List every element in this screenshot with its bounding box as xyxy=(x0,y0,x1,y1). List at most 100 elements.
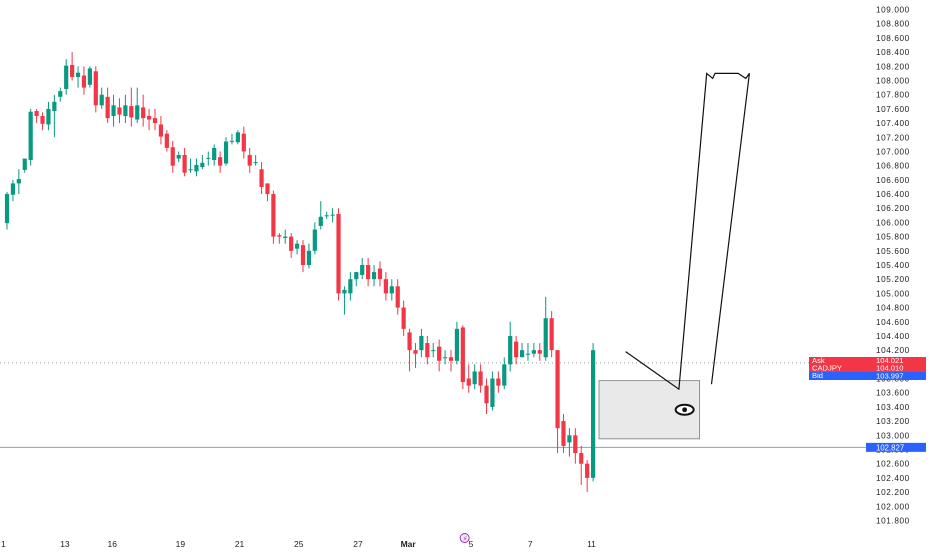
candle-body xyxy=(508,335,513,365)
candle xyxy=(283,229,288,244)
candle xyxy=(407,328,412,372)
candle xyxy=(508,321,513,372)
candle-body xyxy=(200,162,205,168)
candle-body xyxy=(531,350,536,354)
candle-body xyxy=(330,214,335,216)
price-tick-label: 104.800 xyxy=(876,304,910,313)
candle-body xyxy=(34,111,39,116)
price-tick-label: 105.600 xyxy=(876,247,910,256)
candle-body xyxy=(342,289,347,294)
candle-body xyxy=(437,346,442,361)
candle-body xyxy=(218,157,223,166)
candle xyxy=(70,52,75,81)
candle xyxy=(164,130,169,152)
candle xyxy=(478,364,483,393)
candle-body xyxy=(75,72,81,77)
candle xyxy=(182,147,187,177)
candle xyxy=(235,130,240,145)
candle xyxy=(200,155,205,170)
candle xyxy=(371,265,377,287)
demand-zone[interactable] xyxy=(598,380,701,440)
candle-body xyxy=(117,107,122,115)
price-tick-label: 102.200 xyxy=(876,488,910,497)
candle xyxy=(519,343,525,358)
candle-body xyxy=(306,250,312,265)
candle xyxy=(52,94,57,138)
candle-body xyxy=(16,179,21,184)
time-axis[interactable]: 1 13 16 19 21 25 27 Mar 5 7 11 ⚡ xyxy=(1,533,596,550)
candle-body xyxy=(28,111,33,160)
candle xyxy=(58,87,63,102)
lightning-icon: ⚡ xyxy=(459,533,470,543)
candle-body xyxy=(176,155,181,159)
candle xyxy=(425,335,430,365)
candle xyxy=(289,233,294,258)
bid-value: 103.997 xyxy=(876,372,903,381)
candle-body xyxy=(472,371,477,385)
price-tick-label: 107.800 xyxy=(876,91,910,100)
candle-body xyxy=(247,155,252,166)
candle xyxy=(448,350,454,372)
price-tick-label: 102.000 xyxy=(876,502,910,511)
candle xyxy=(40,112,45,131)
candle-body xyxy=(4,194,10,224)
candle-body xyxy=(152,118,158,124)
candle xyxy=(502,357,507,390)
candle-body xyxy=(93,71,98,106)
candle-body xyxy=(419,335,424,351)
candle xyxy=(525,343,531,361)
candle xyxy=(135,87,140,124)
candle-body xyxy=(573,435,578,454)
candle-body xyxy=(271,194,276,237)
candle-body xyxy=(407,332,412,351)
candle xyxy=(377,261,383,287)
candle-body xyxy=(52,101,57,112)
candle xyxy=(123,94,128,124)
arrow-drawing[interactable] xyxy=(625,72,750,391)
time-tick-label: 11 xyxy=(587,539,596,549)
price-tick-label: 105.200 xyxy=(876,275,910,284)
candle xyxy=(129,87,134,127)
candle xyxy=(413,343,418,368)
price-tick-label: 103.200 xyxy=(876,417,910,426)
candle xyxy=(34,108,39,124)
candle-body xyxy=(561,421,566,446)
candle xyxy=(573,428,578,464)
candle xyxy=(460,325,465,390)
price-tick-label: 104.200 xyxy=(876,346,910,355)
candle xyxy=(336,208,341,301)
candle xyxy=(247,147,252,173)
price-tick-label: 108.800 xyxy=(876,20,910,29)
candle-body xyxy=(519,350,525,358)
candle-body xyxy=(431,350,436,352)
candle xyxy=(105,87,110,124)
price-tick-label: 102.600 xyxy=(876,460,910,469)
bid-value-bg xyxy=(870,372,926,380)
time-tick-label: 19 xyxy=(176,539,186,549)
candle xyxy=(567,428,572,457)
candle-body xyxy=(40,115,45,124)
candle xyxy=(28,108,33,166)
candle-body xyxy=(58,91,63,97)
candle xyxy=(389,279,394,301)
candle-body xyxy=(579,453,584,464)
candle xyxy=(531,343,536,358)
candle xyxy=(383,272,388,301)
candle xyxy=(300,240,306,273)
candle-body xyxy=(324,215,329,217)
candle xyxy=(253,155,258,166)
candle-body xyxy=(283,236,288,239)
candle xyxy=(188,158,193,173)
candle-body xyxy=(182,155,187,173)
candle-body xyxy=(294,243,300,249)
candle-body xyxy=(389,286,394,294)
candle-body xyxy=(383,279,388,294)
candle-body xyxy=(87,68,92,85)
candle-body xyxy=(318,216,323,226)
price-tick-label: 108.600 xyxy=(876,34,910,43)
time-tick-label: 25 xyxy=(294,539,304,549)
candle xyxy=(348,272,353,301)
bid-tag-label: Bid xyxy=(812,371,823,380)
